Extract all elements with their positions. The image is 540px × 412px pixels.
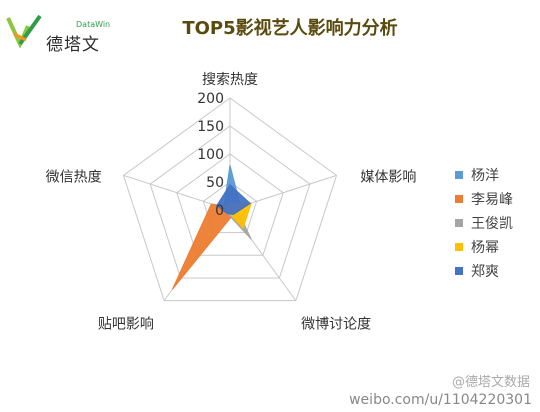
logo-mark-icon bbox=[6, 14, 42, 48]
legend-label: 李易峰 bbox=[471, 192, 513, 208]
grid-ring bbox=[149, 125, 311, 279]
brand-name-cn: 德塔文 bbox=[46, 35, 100, 55]
tick-label: 0 bbox=[215, 203, 224, 219]
legend-swatch bbox=[455, 195, 463, 203]
axis-label: 微博讨论度 bbox=[301, 316, 371, 333]
tick-label: 100 bbox=[197, 147, 224, 163]
axis-label: 搜索热度 bbox=[202, 71, 258, 88]
tick-label: 150 bbox=[197, 119, 224, 135]
grid-ring bbox=[176, 153, 284, 256]
series-area-2 bbox=[171, 203, 234, 290]
footer-watermark: @德塔文数据 bbox=[451, 375, 530, 390]
legend-label: 杨幂 bbox=[471, 240, 499, 256]
legend-item: 杨幂 bbox=[455, 235, 513, 259]
grid-ring bbox=[122, 97, 338, 302]
brand-logo: DataWin 德塔文 bbox=[6, 10, 116, 55]
grid-ring bbox=[202, 181, 258, 234]
legend-item: 李易峰 bbox=[455, 187, 513, 211]
legend-label: 王俊凯 bbox=[471, 216, 513, 232]
brand-name-en: DataWin bbox=[76, 20, 111, 29]
legend-label: 郑爽 bbox=[471, 264, 499, 280]
axis-label: 媒体影响 bbox=[360, 169, 416, 185]
tick-label: 50 bbox=[206, 175, 224, 191]
legend-swatch bbox=[455, 267, 463, 275]
legend-label: 杨洋 bbox=[471, 168, 499, 184]
legend-item: 杨洋 bbox=[455, 163, 513, 187]
legend-item: 郑爽 bbox=[455, 259, 513, 283]
series-area-5 bbox=[216, 184, 252, 216]
chart-title: TOP5影视艺人影响力分析 bbox=[182, 18, 398, 39]
axis-label: 微信热度 bbox=[46, 169, 102, 185]
footer-url: weibo.com/u/1104220301 bbox=[349, 392, 532, 408]
axis-label: 贴吧影响 bbox=[98, 317, 154, 333]
legend-swatch bbox=[455, 171, 463, 179]
legend-item: 王俊凯 bbox=[455, 211, 513, 235]
chart-legend: 杨洋李易峰王俊凯杨幂郑爽 bbox=[455, 163, 513, 283]
legend-swatch bbox=[455, 243, 463, 251]
tick-label: 200 bbox=[197, 91, 224, 107]
legend-swatch bbox=[455, 219, 463, 227]
